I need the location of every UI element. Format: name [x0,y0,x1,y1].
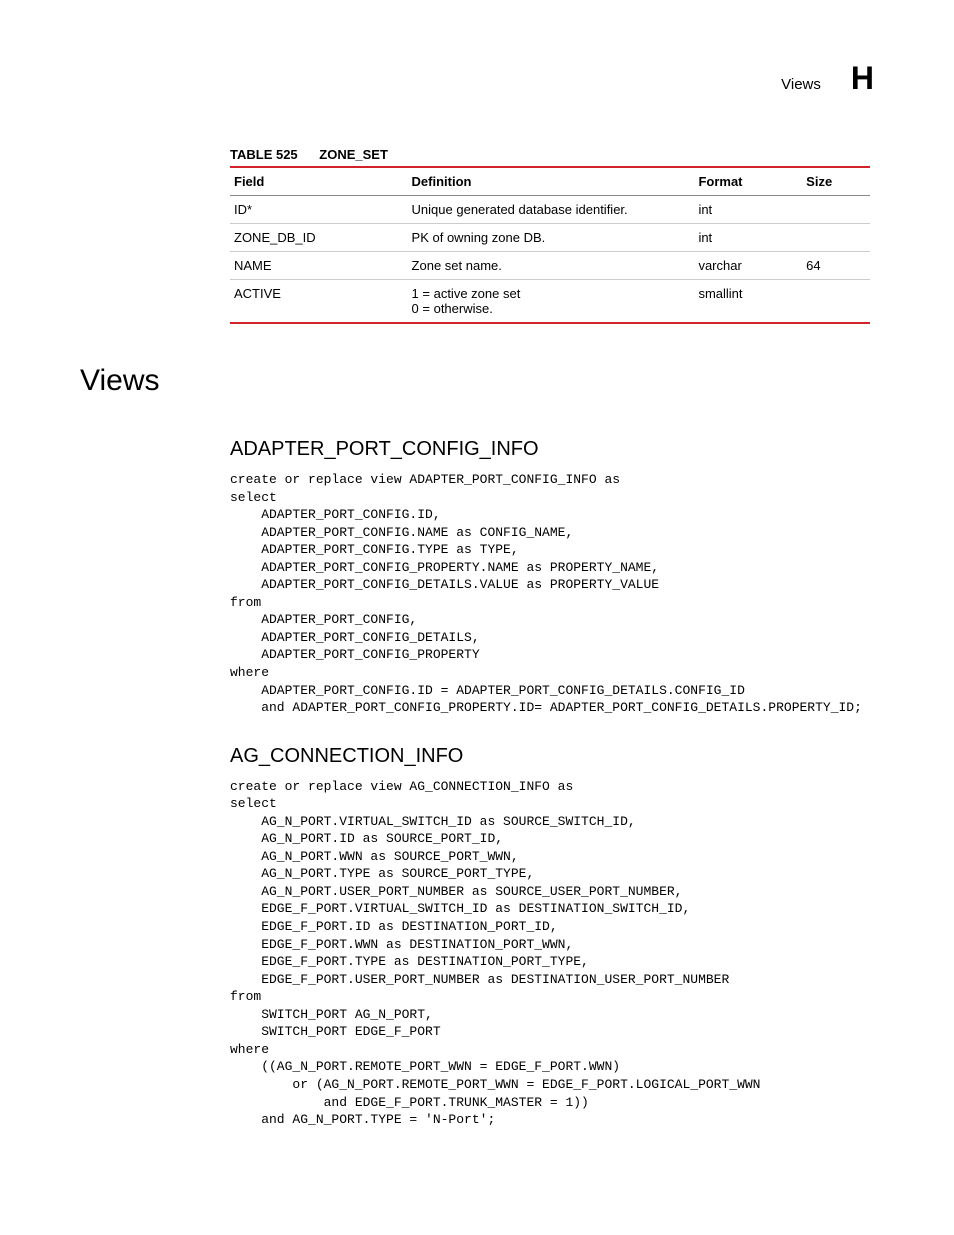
cell-definition: 1 = active zone set 0 = otherwise. [408,280,695,324]
table-row: ACTIVE 1 = active zone set 0 = otherwise… [230,280,870,324]
cell-size: 64 [802,252,870,280]
cell-field: ID* [230,196,408,224]
section-heading-views: Views [80,364,874,398]
cell-format: smallint [694,280,802,324]
cell-size [802,224,870,252]
page-content: Views H TABLE 525 ZONE_SET Field Definit… [0,0,954,1199]
table-row: ZONE_DB_ID PK of owning zone DB. int [230,224,870,252]
table-caption-label: TABLE 525 [230,147,298,162]
cell-format: int [694,224,802,252]
table-row: NAME Zone set name. varchar 64 [230,252,870,280]
code-block: create or replace view ADAPTER_PORT_CONF… [230,471,874,717]
table-row: ID* Unique generated database identifier… [230,196,870,224]
col-header-format: Format [694,167,802,196]
subsection-heading: AG_CONNECTION_INFO [230,745,874,768]
cell-definition: PK of owning zone DB. [408,224,695,252]
page-header: Views H [80,60,874,97]
header-title: Views [781,76,821,93]
zone-set-table: Field Definition Format Size ID* Unique … [230,166,870,324]
col-header-size: Size [802,167,870,196]
cell-size [802,196,870,224]
cell-format: int [694,196,802,224]
cell-format: varchar [694,252,802,280]
cell-field: ZONE_DB_ID [230,224,408,252]
cell-definition: Unique generated database identifier. [408,196,695,224]
cell-size [802,280,870,324]
table-header-row: Field Definition Format Size [230,167,870,196]
table-caption-name: ZONE_SET [319,147,388,162]
cell-field: ACTIVE [230,280,408,324]
cell-definition: Zone set name. [408,252,695,280]
header-letter: H [851,60,874,97]
col-header-field: Field [230,167,408,196]
cell-field: NAME [230,252,408,280]
col-header-definition: Definition [408,167,695,196]
table-caption: TABLE 525 ZONE_SET [230,147,874,162]
subsection-heading: ADAPTER_PORT_CONFIG_INFO [230,438,874,461]
code-block: create or replace view AG_CONNECTION_INF… [230,778,874,1129]
